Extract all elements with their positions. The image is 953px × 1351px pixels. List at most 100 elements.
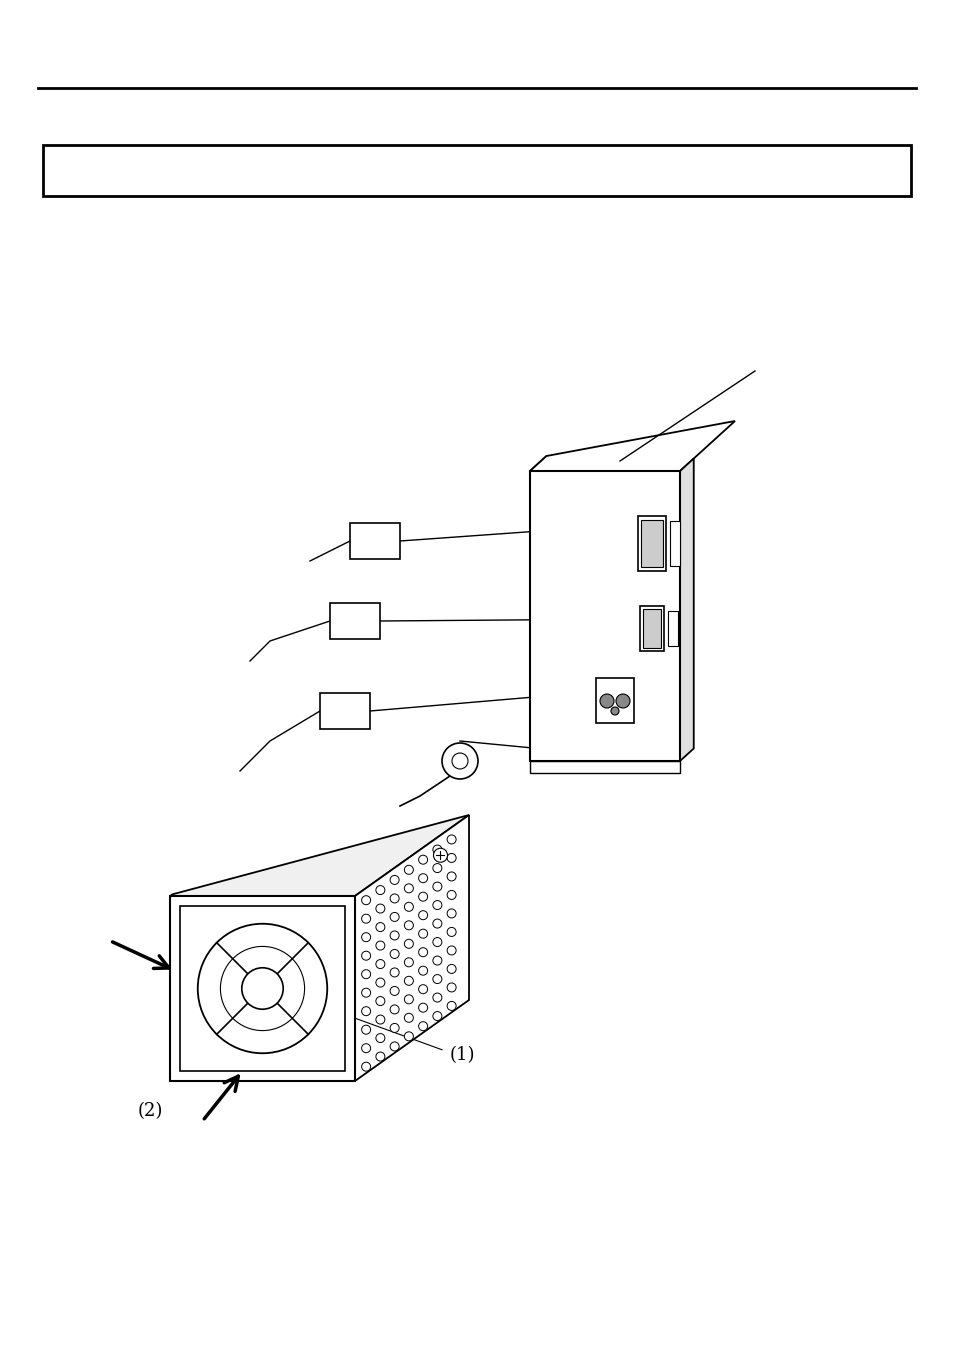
Circle shape: [375, 923, 384, 932]
Circle shape: [361, 1006, 370, 1016]
Circle shape: [390, 950, 398, 958]
Circle shape: [447, 854, 456, 862]
Circle shape: [375, 1034, 384, 1043]
Text: (2): (2): [137, 1102, 163, 1120]
Circle shape: [447, 1001, 456, 1011]
Circle shape: [390, 931, 398, 940]
Circle shape: [404, 921, 413, 929]
Circle shape: [375, 885, 384, 894]
Circle shape: [375, 997, 384, 1005]
Circle shape: [418, 911, 427, 920]
Circle shape: [452, 753, 468, 769]
Circle shape: [418, 892, 427, 901]
Circle shape: [361, 1044, 370, 1052]
Circle shape: [361, 1025, 370, 1034]
Circle shape: [361, 1062, 370, 1071]
Circle shape: [404, 1032, 413, 1040]
Polygon shape: [679, 458, 693, 761]
Circle shape: [375, 1052, 384, 1061]
Circle shape: [441, 743, 477, 780]
Circle shape: [418, 855, 427, 865]
Polygon shape: [530, 457, 546, 761]
Bar: [596, 678, 634, 723]
Circle shape: [418, 966, 427, 975]
Circle shape: [361, 896, 370, 905]
Circle shape: [418, 1004, 427, 1012]
Text: (1): (1): [449, 1046, 475, 1063]
Circle shape: [361, 970, 370, 978]
Circle shape: [390, 1005, 398, 1015]
Circle shape: [375, 959, 384, 969]
Polygon shape: [530, 422, 734, 471]
Bar: [43, 145, 910, 196]
Bar: [180, 907, 345, 1071]
Bar: [319, 693, 370, 730]
Circle shape: [447, 965, 456, 974]
Circle shape: [361, 915, 370, 923]
Circle shape: [361, 988, 370, 997]
Circle shape: [390, 1042, 398, 1051]
Circle shape: [241, 967, 283, 1009]
Circle shape: [390, 912, 398, 921]
Circle shape: [433, 1012, 441, 1020]
Circle shape: [404, 958, 413, 967]
Circle shape: [433, 848, 447, 862]
Circle shape: [390, 986, 398, 996]
Bar: [170, 896, 355, 1081]
Circle shape: [404, 884, 413, 893]
Circle shape: [418, 985, 427, 994]
Circle shape: [375, 904, 384, 913]
Bar: [638, 516, 665, 571]
Circle shape: [404, 902, 413, 912]
Bar: [350, 523, 399, 559]
Circle shape: [447, 871, 456, 881]
Circle shape: [433, 901, 441, 909]
Circle shape: [404, 977, 413, 985]
Circle shape: [418, 947, 427, 957]
Circle shape: [433, 919, 441, 928]
Circle shape: [447, 909, 456, 917]
Circle shape: [433, 882, 441, 892]
Bar: [639, 607, 663, 651]
Circle shape: [447, 927, 456, 936]
Circle shape: [390, 875, 398, 885]
Circle shape: [375, 1015, 384, 1024]
Circle shape: [404, 1013, 413, 1023]
Circle shape: [361, 951, 370, 961]
Circle shape: [404, 939, 413, 948]
Circle shape: [447, 835, 456, 844]
Circle shape: [418, 874, 427, 882]
Bar: [330, 603, 379, 639]
Circle shape: [361, 932, 370, 942]
Bar: [640, 520, 662, 567]
Bar: [642, 609, 660, 648]
Bar: [667, 611, 678, 646]
Circle shape: [433, 863, 441, 873]
Circle shape: [375, 978, 384, 988]
Circle shape: [433, 938, 441, 947]
Polygon shape: [355, 815, 469, 1081]
Circle shape: [599, 694, 614, 708]
Polygon shape: [530, 761, 679, 773]
Circle shape: [390, 1024, 398, 1032]
Bar: [530, 471, 679, 761]
Polygon shape: [170, 815, 469, 896]
Circle shape: [390, 967, 398, 977]
Circle shape: [375, 942, 384, 950]
Circle shape: [610, 707, 618, 715]
Circle shape: [390, 894, 398, 902]
Circle shape: [433, 993, 441, 1002]
Circle shape: [447, 946, 456, 955]
Circle shape: [616, 694, 629, 708]
Circle shape: [418, 1021, 427, 1031]
Circle shape: [404, 994, 413, 1004]
Bar: [669, 521, 679, 566]
Circle shape: [418, 929, 427, 938]
Circle shape: [447, 890, 456, 900]
Circle shape: [404, 865, 413, 874]
Circle shape: [433, 846, 441, 854]
Circle shape: [197, 924, 327, 1054]
Circle shape: [447, 984, 456, 992]
Circle shape: [433, 957, 441, 965]
Circle shape: [433, 974, 441, 984]
